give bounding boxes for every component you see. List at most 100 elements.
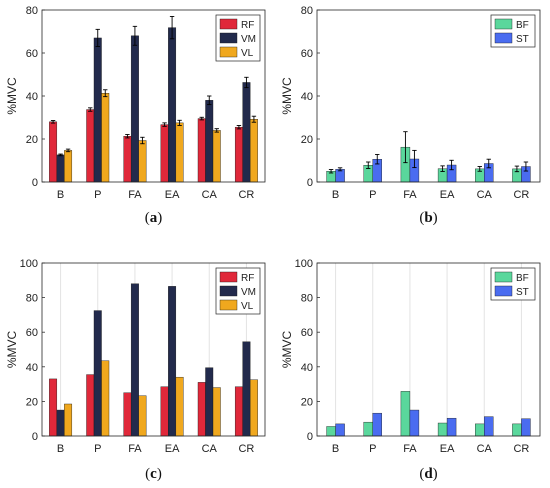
legend-swatch-st bbox=[494, 32, 513, 44]
y-tick-label: 80 bbox=[301, 293, 313, 305]
y-tick-label: 40 bbox=[26, 91, 38, 103]
x-tick-label: B bbox=[332, 189, 339, 201]
y-tick-label: 0 bbox=[32, 177, 38, 189]
caption-letter: a bbox=[150, 210, 158, 226]
y-tick-label: 100 bbox=[295, 258, 313, 270]
x-tick-label: CR bbox=[513, 189, 529, 201]
legend-swatch-vl bbox=[219, 46, 238, 58]
bar-bf-b bbox=[326, 426, 336, 437]
x-tick-label: CR bbox=[513, 443, 529, 455]
bar-rf-b bbox=[49, 121, 58, 183]
bar-st-cr bbox=[521, 418, 531, 437]
bar-rf-ea bbox=[160, 124, 169, 183]
bar-vl-ea bbox=[175, 376, 184, 437]
y-tick-label: 80 bbox=[26, 293, 38, 305]
x-tick-label: B bbox=[57, 443, 64, 455]
y-tick-label: 40 bbox=[26, 362, 38, 374]
legend-label-vm: VM bbox=[241, 287, 256, 298]
y-tick-label: 80 bbox=[301, 5, 313, 17]
x-tick-label: FA bbox=[403, 189, 417, 201]
caption-close: ) bbox=[433, 466, 438, 482]
x-tick-label: CR bbox=[238, 189, 254, 201]
bar-vl-fa bbox=[138, 140, 147, 183]
bar-st-b bbox=[335, 423, 345, 437]
bar-vl-cr bbox=[249, 119, 258, 183]
y-tick-label: 80 bbox=[26, 5, 38, 17]
bar-bf-cr bbox=[512, 423, 522, 437]
bar-bf-p bbox=[363, 421, 373, 437]
caption-letter: d bbox=[424, 466, 433, 482]
bar-vm-p bbox=[93, 310, 102, 437]
x-tick-label: CA bbox=[202, 189, 218, 201]
legend-label-vm: VM bbox=[241, 34, 256, 45]
y-tick-label: 60 bbox=[26, 48, 38, 60]
legend-swatch-rf bbox=[219, 271, 238, 283]
bar-vm-fa bbox=[130, 283, 139, 437]
bar-rf-cr bbox=[234, 126, 243, 183]
caption-open: ( bbox=[419, 466, 424, 482]
legend-label-rf: RF bbox=[241, 20, 254, 31]
axes-box bbox=[41, 262, 266, 437]
bar-vl-fa bbox=[138, 395, 147, 437]
x-tick-label: CA bbox=[477, 443, 493, 455]
y-tick-label: 40 bbox=[301, 362, 313, 374]
bar-rf-p bbox=[86, 109, 95, 183]
y-tick-label: 0 bbox=[307, 177, 313, 189]
bar-rf-p bbox=[86, 374, 95, 437]
x-tick-label: B bbox=[332, 443, 339, 455]
y-tick-label: 20 bbox=[26, 134, 38, 146]
caption-open: ( bbox=[145, 466, 150, 482]
y-axis-label: %MVC bbox=[5, 77, 19, 115]
y-tick-label: 60 bbox=[26, 327, 38, 339]
y-tick-label: 100 bbox=[20, 258, 38, 270]
caption-letter: b bbox=[424, 210, 432, 226]
x-tick-label: CR bbox=[238, 443, 254, 455]
legend-swatch-vm bbox=[219, 32, 238, 44]
caption-close: ) bbox=[157, 210, 162, 226]
axes-box bbox=[316, 262, 541, 437]
x-tick-label: EA bbox=[440, 443, 455, 455]
caption-close: ) bbox=[157, 466, 162, 482]
legend-swatch-rf bbox=[219, 18, 238, 30]
bar-rf-b bbox=[49, 378, 58, 437]
legend-label-rf: RF bbox=[241, 273, 254, 284]
x-tick-label: P bbox=[94, 189, 101, 201]
y-axis-label: %MVC bbox=[280, 77, 294, 115]
axes-box bbox=[41, 9, 266, 183]
panel-caption: (b) bbox=[419, 210, 437, 226]
panel-caption: (d) bbox=[419, 466, 437, 482]
legend: RF VM VL bbox=[215, 14, 261, 62]
bar-rf-fa bbox=[123, 392, 132, 437]
x-tick-label: P bbox=[369, 443, 376, 455]
bar-vl-ca bbox=[212, 130, 221, 183]
legend-swatch-vl bbox=[219, 299, 238, 311]
axes-box bbox=[316, 9, 541, 183]
bar-rf-ca bbox=[197, 382, 206, 437]
bar-rf-ea bbox=[160, 386, 169, 437]
bar-vm-ea bbox=[168, 286, 177, 437]
bar-st-fa bbox=[409, 409, 420, 437]
bar-rf-cr bbox=[234, 386, 243, 437]
x-tick-label: FA bbox=[128, 189, 142, 201]
bar-rf-ca bbox=[197, 118, 206, 183]
caption-close: ) bbox=[433, 210, 438, 226]
bar-vm-cr bbox=[242, 341, 251, 437]
bar-st-ea bbox=[446, 417, 457, 437]
legend-label-bf: BF bbox=[516, 20, 529, 31]
bar-rf-fa bbox=[123, 136, 132, 183]
chart-panel-a: 0 20 40 60 80 %MVC B P FA EA CA CR RF VM VL (a) bbox=[5, 5, 266, 226]
bar-vm-ca bbox=[205, 100, 214, 183]
bar-bf-ca bbox=[475, 423, 485, 437]
y-tick-label: 60 bbox=[301, 48, 313, 60]
bar-bf-fa bbox=[400, 391, 411, 437]
bar-vl-cr bbox=[249, 379, 258, 437]
x-tick-label: B bbox=[57, 189, 64, 201]
y-tick-label: 20 bbox=[301, 396, 313, 408]
bar-vl-ca bbox=[212, 387, 221, 437]
chart-panel-d: 0 20 40 60 80 100 %MVC B P FA EA CA CR BF ST (d) bbox=[280, 258, 541, 482]
y-tick-label: 20 bbox=[301, 134, 313, 146]
x-tick-label: FA bbox=[403, 443, 417, 455]
x-tick-label: EA bbox=[165, 443, 180, 455]
bar-vl-p bbox=[101, 93, 110, 183]
